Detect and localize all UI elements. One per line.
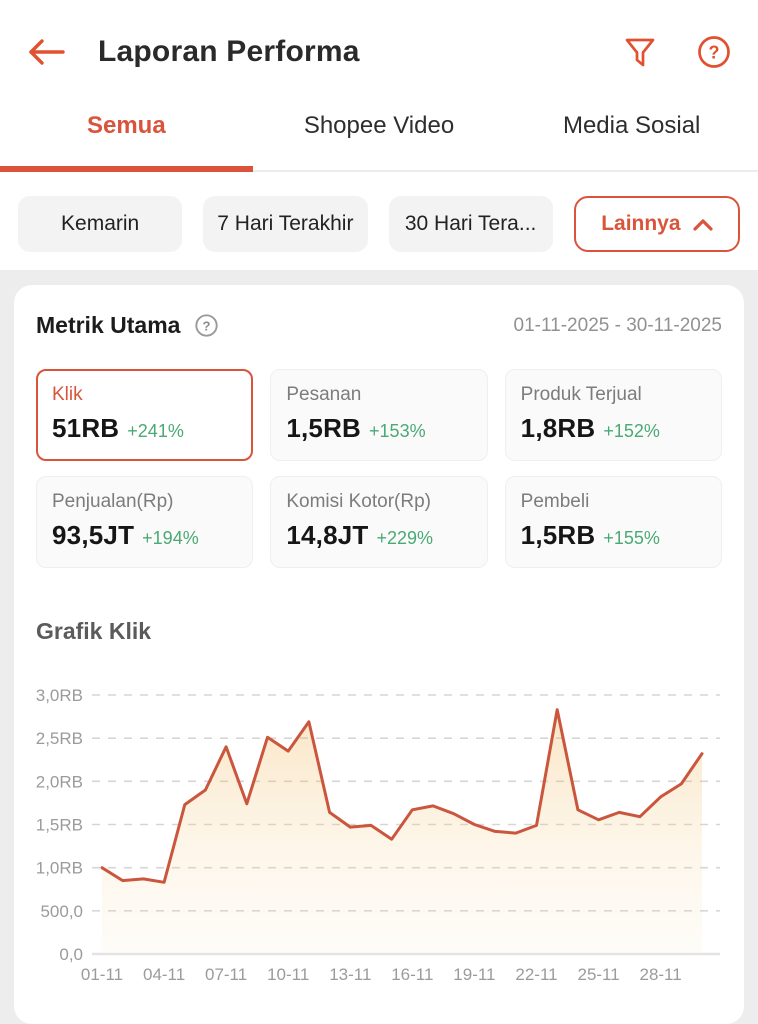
chip-kemarin[interactable]: Kemarin — [18, 196, 183, 252]
metrics-title: Metrik Utama — [36, 312, 181, 338]
metric-change: +241% — [127, 421, 184, 441]
chip-lainnya[interactable]: Lainnya — [573, 196, 740, 252]
chip-30-hari-terakhir[interactable]: 30 Hari Tera... — [388, 196, 553, 252]
header-actions: ? — [622, 34, 732, 70]
svg-text:?: ? — [203, 318, 211, 333]
svg-text:01-11: 01-11 — [81, 965, 123, 984]
page-body: Metrik Utama ? 01-11-2025 - 30-11-2025 K… — [0, 270, 758, 1024]
app-header: Laporan Performa ? — [0, 0, 758, 70]
metric-grid: Klik 51RB +241% Pesanan 1,5RB +153% Prod… — [36, 369, 722, 568]
filter-funnel-icon — [625, 38, 655, 67]
chip-lainnya-label: Lainnya — [601, 212, 681, 235]
help-button[interactable]: ? — [696, 34, 732, 70]
svg-text:3,0RB: 3,0RB — [36, 686, 83, 705]
help-circle-icon: ? — [698, 36, 730, 68]
svg-text:07-11: 07-11 — [205, 965, 247, 984]
svg-text:16-11: 16-11 — [391, 965, 433, 984]
metric-card-komisi-kotor[interactable]: Komisi Kotor(Rp) 14,8JT +229% — [270, 476, 488, 568]
date-filter-row: Kemarin 7 Hari Terakhir 30 Hari Tera... … — [0, 172, 758, 270]
metric-card-pembeli[interactable]: Pembeli 1,5RB +155% — [504, 476, 722, 568]
chevron-up-icon — [692, 218, 713, 231]
metrics-card: Metrik Utama ? 01-11-2025 - 30-11-2025 K… — [14, 285, 744, 1024]
svg-text:0,0: 0,0 — [59, 945, 83, 964]
metric-value: 1,5RB — [286, 413, 362, 443]
svg-text:19-11: 19-11 — [453, 965, 495, 984]
metric-value: 93,5JT — [52, 520, 135, 550]
metric-card-produk-terjual[interactable]: Produk Terjual 1,8RB +152% — [504, 369, 722, 461]
svg-text:2,0RB: 2,0RB — [36, 772, 83, 791]
chip-7-hari-terakhir[interactable]: 7 Hari Terakhir — [203, 196, 368, 252]
metric-value: 1,5RB — [520, 520, 596, 550]
svg-text:22-11: 22-11 — [515, 965, 557, 984]
metrics-help-button[interactable]: ? — [194, 313, 219, 338]
back-arrow-icon — [29, 39, 65, 65]
metric-change: +194% — [142, 528, 199, 548]
svg-text:13-11: 13-11 — [329, 965, 371, 984]
metric-card-klik[interactable]: Klik 51RB +241% — [36, 369, 254, 461]
svg-text:1,0RB: 1,0RB — [36, 859, 83, 878]
metric-value: 51RB — [52, 413, 120, 443]
tab-bar: Semua Shopee Video Media Sosial — [0, 112, 758, 172]
metric-change: +229% — [376, 528, 434, 548]
metric-change: +153% — [369, 421, 426, 441]
metric-label: Penjualan(Rp) — [52, 491, 174, 512]
help-circle-gray-icon: ? — [195, 314, 219, 337]
metric-label: Klik — [52, 384, 83, 405]
svg-text:500,0: 500,0 — [40, 902, 83, 921]
metric-value: 1,8RB — [520, 413, 596, 443]
metric-label: Komisi Kotor(Rp) — [286, 491, 431, 512]
svg-text:28-11: 28-11 — [639, 965, 681, 984]
metrics-card-header: Metrik Utama ? 01-11-2025 - 30-11-2025 — [36, 312, 722, 339]
metric-label: Pesanan — [286, 384, 362, 405]
metric-label: Produk Terjual — [520, 384, 642, 405]
tab-semua[interactable]: Semua — [0, 112, 253, 172]
area-chart-svg: 0,0 500,0 1,0RB 1,5RB 2,0RB 2,5RB 3,0RB 01-11 04… — [36, 686, 720, 984]
tab-shopee-video[interactable]: Shopee Video — [303, 112, 455, 139]
metric-change: +155% — [603, 528, 660, 548]
date-range-label: 01-11-2025 - 30-11-2025 — [513, 314, 722, 336]
metric-value: 14,8JT — [286, 520, 369, 550]
clicks-chart: 0,0 500,0 1,0RB 1,5RB 2,0RB 2,5RB 3,0RB 01-11 04… — [36, 665, 722, 987]
tab-media-sosial[interactable]: Media Sosial — [562, 112, 701, 139]
back-button[interactable] — [26, 35, 68, 69]
metric-change: +152% — [603, 421, 660, 441]
metric-card-penjualan[interactable]: Penjualan(Rp) 93,5JT +194% — [36, 476, 254, 568]
svg-text:1,5RB: 1,5RB — [36, 816, 83, 835]
svg-text:10-11: 10-11 — [267, 965, 309, 984]
svg-text:2,5RB: 2,5RB — [36, 729, 83, 748]
svg-text:?: ? — [709, 43, 720, 63]
metric-label: Pembeli — [520, 491, 590, 512]
filter-button[interactable] — [622, 34, 658, 70]
svg-text:25-11: 25-11 — [577, 965, 619, 984]
page-title: Laporan Performa — [98, 35, 360, 68]
chart-title: Grafik Klik — [36, 618, 152, 644]
metric-card-pesanan[interactable]: Pesanan 1,5RB +153% — [270, 369, 488, 461]
svg-text:04-11: 04-11 — [143, 965, 185, 984]
